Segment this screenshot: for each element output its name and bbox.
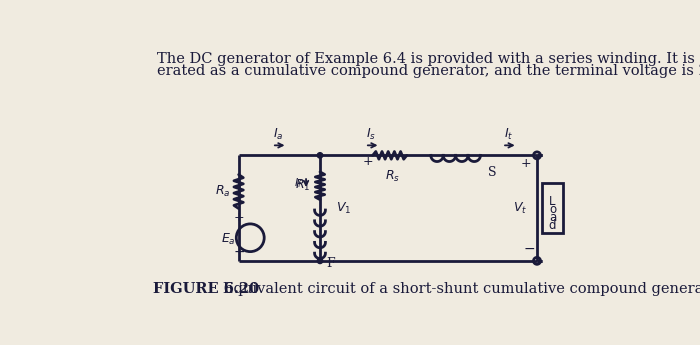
Text: $R_s$: $R_s$	[385, 168, 400, 184]
Text: $I_a$: $I_a$	[273, 127, 284, 142]
Circle shape	[317, 153, 323, 158]
Text: a: a	[549, 211, 556, 224]
Text: $I_f$: $I_f$	[294, 176, 303, 190]
Text: +: +	[521, 157, 531, 170]
Text: erated as a cumulative compound generator, and the terminal voltage is 240 V: erated as a cumulative compound generato…	[158, 65, 700, 79]
Text: F: F	[326, 257, 335, 270]
Bar	[542, 183, 563, 233]
Text: $R_1$: $R_1$	[295, 178, 311, 193]
Text: −: −	[524, 242, 535, 256]
Text: d: d	[549, 218, 557, 231]
Text: $V_t$: $V_t$	[513, 200, 527, 216]
Text: The DC generator of Example 6.4 is provided with a series winding. It is op-: The DC generator of Example 6.4 is provi…	[158, 52, 700, 66]
Text: S: S	[488, 166, 497, 179]
Text: L: L	[550, 196, 556, 208]
Text: $E_a$: $E_a$	[221, 232, 236, 247]
Text: −: −	[234, 245, 245, 259]
Text: $I_t$: $I_t$	[503, 127, 513, 142]
Text: FIGURE 6.20: FIGURE 6.20	[153, 283, 260, 296]
Text: o: o	[549, 203, 556, 216]
Text: +: +	[363, 155, 373, 168]
Circle shape	[317, 258, 323, 264]
Text: $V_1$: $V_1$	[335, 200, 351, 216]
Text: Equivalent circuit of a short-shunt cumulative compound generator.: Equivalent circuit of a short-shunt cumu…	[209, 283, 700, 296]
Text: $R_a$: $R_a$	[216, 184, 231, 199]
Text: +: +	[234, 211, 245, 224]
Text: $I_s$: $I_s$	[366, 127, 376, 142]
